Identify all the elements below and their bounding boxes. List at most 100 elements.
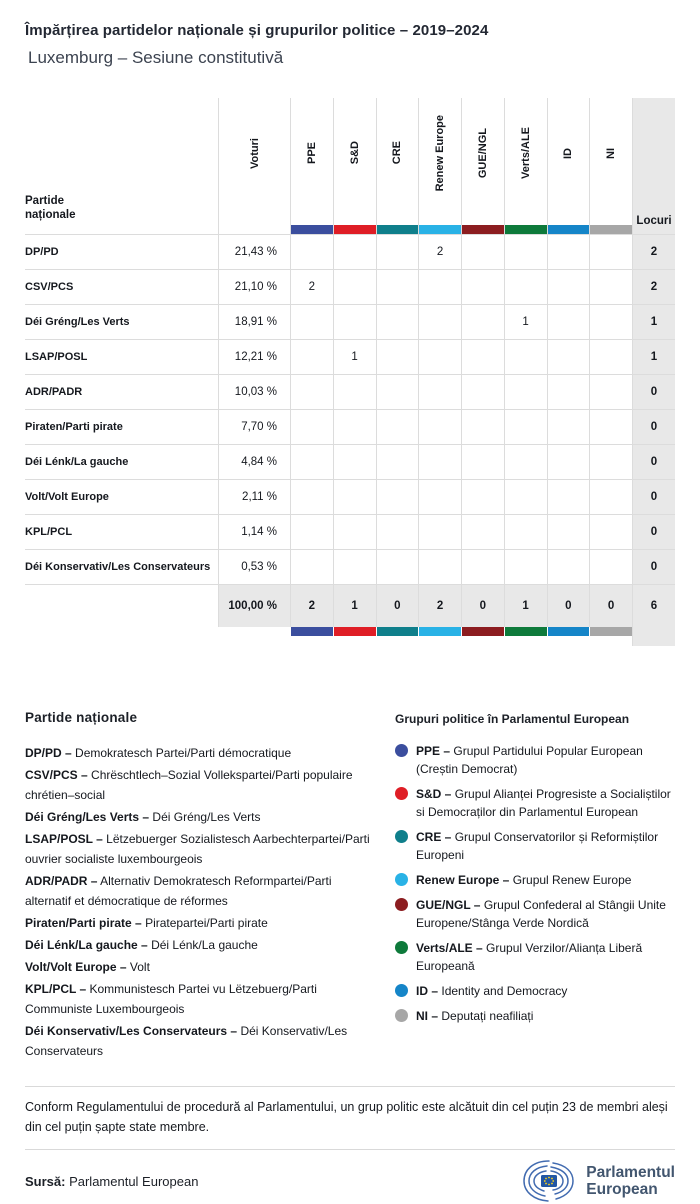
groups-legend-title: Grupuri politice în Parlamentul European (395, 712, 630, 726)
group-cell (375, 515, 419, 550)
table-bottom-bars (25, 627, 675, 646)
group-abbr: Verts/ALE – (416, 941, 483, 955)
group-cell (546, 305, 590, 340)
votes-cell: 18,91 % (218, 305, 290, 340)
groups-legend: Grupuri politice în Parlamentul European… (395, 710, 675, 1063)
group-cell (290, 305, 333, 340)
group-cell (418, 340, 461, 375)
group-cell (332, 445, 376, 480)
party-abbr: CSV/PCS – (25, 768, 88, 782)
table-row: Déi Konservativ/Les Conservateurs 0,53 %… (25, 550, 675, 585)
group-cell (418, 550, 461, 585)
party-full-name: Kommunistesch Partei vu Lëtzebuerg/Parti… (25, 982, 317, 1016)
party-full-name: Volt (129, 960, 150, 974)
seats-cell: 0 (632, 375, 675, 410)
party-legend-item: Volt/Volt Europe – Volt (25, 957, 375, 977)
table-row: CSV/PCS 21,10 % 2 2 (25, 270, 675, 305)
party-full-name: Déi Gréng/Les Verts (152, 810, 261, 824)
source-label: Sursă: (25, 1173, 66, 1189)
group-cell (418, 480, 461, 515)
total-votes-cell: 100,00 % (218, 585, 290, 627)
group-color-bar (333, 225, 376, 234)
total-group-cell: 0 (589, 585, 632, 627)
party-full-name: Demokratesch Partei/Parti démocratique (75, 746, 292, 760)
seats-cell: 2 (632, 235, 675, 270)
group-cell (546, 445, 590, 480)
party-abbr: Déi Lénk/La gauche – (25, 938, 148, 952)
group-legend-item: CRE – Grupul Conservatorilor și Reformiș… (395, 828, 675, 864)
column-header-id: ID (546, 98, 590, 234)
seats-cell: 0 (632, 445, 675, 480)
party-abbr: DP/PD – (25, 746, 72, 760)
votes-cell: 4,84 % (218, 445, 290, 480)
total-empty-cell (25, 585, 218, 627)
votes-cell: 12,21 % (218, 340, 290, 375)
group-cell (290, 235, 333, 270)
corner-label-line1: Partide (25, 195, 64, 207)
seats-cell: 0 (632, 550, 675, 585)
group-cell (461, 410, 504, 445)
votes-cell: 2,11 % (218, 480, 290, 515)
results-table: Partide naționale Voturi PPE S&D CRE Ren… (25, 98, 675, 646)
group-abbr: PPE – (416, 744, 451, 758)
seats-cell: 1 (632, 305, 675, 340)
party-full-name: Chrëschtlech–Sozial Vollekspartei/Parti … (25, 768, 353, 802)
party-legend-item: Déi Konservativ/Les Conservateurs – Déi … (25, 1021, 375, 1061)
source-value: Parlamentul European (65, 1173, 199, 1189)
column-header-ppe: PPE (290, 98, 333, 234)
group-cell (546, 515, 590, 550)
group-color-bar (462, 627, 504, 636)
votes-cell: 21,10 % (218, 270, 290, 305)
group-abbr: S&D – (416, 787, 452, 801)
party-name-cell: Piraten/Parti pirate (25, 410, 218, 445)
group-color-dot (395, 941, 408, 954)
group-cell (503, 235, 547, 270)
group-cell (332, 410, 376, 445)
total-group-cell: 0 (546, 585, 590, 627)
group-color-dot (395, 787, 408, 800)
group-cell (589, 305, 632, 340)
column-header-cre: CRE (375, 98, 419, 234)
group-cell (503, 410, 547, 445)
party-legend-item: DP/PD – Demokratesch Partei/Parti démocr… (25, 743, 375, 763)
group-cell (589, 270, 632, 305)
ep-logo: Parlamentul European (520, 1158, 675, 1204)
divider (25, 1086, 675, 1087)
group-abbr: CRE – (416, 830, 452, 844)
group-full-name: Grupul Renew Europe (512, 873, 632, 887)
group-cell (589, 235, 632, 270)
group-legend-item: Renew Europe – Grupul Renew Europe (395, 871, 675, 889)
table-total-row: 100,00 % 2 1 0 2 0 1 0 0 6 (25, 585, 675, 627)
group-cell (375, 375, 419, 410)
group-cell (332, 270, 376, 305)
votes-cell: 21,43 % (218, 235, 290, 270)
group-cell (546, 480, 590, 515)
group-cell (503, 445, 547, 480)
group-abbr: GUE/NGL – (416, 898, 481, 912)
group-legend-item: S&D – Grupul Alianței Progresiste a Soci… (395, 785, 675, 821)
group-color-bar (376, 627, 419, 636)
page: Împărțirea partidelor naționale și grupu… (25, 22, 675, 646)
group-color-bar (590, 225, 632, 234)
group-cell (546, 340, 590, 375)
group-cell (461, 235, 504, 270)
table-row: Volt/Volt Europe 2,11 % 0 (25, 480, 675, 515)
ep-logo-wordmark: Parlamentul European (586, 1164, 675, 1198)
group-cell (546, 410, 590, 445)
total-group-cell: 0 (461, 585, 504, 627)
group-abbr: ID – (416, 984, 439, 998)
group-cell (375, 410, 419, 445)
group-cell: 2 (290, 270, 333, 305)
group-full-name: Grupul Alianței Progresiste a Socialiști… (416, 787, 671, 819)
total-group-cell: 0 (375, 585, 419, 627)
group-color-dot (395, 830, 408, 843)
column-header-voturi: Voturi (218, 98, 290, 234)
party-name-cell: ADR/PADR (25, 375, 218, 410)
group-legend-item: GUE/NGL – Grupul Confederal al Stângii U… (395, 896, 675, 932)
group-color-bar (504, 627, 547, 636)
page-title: Împărțirea partidelor naționale și grupu… (25, 22, 489, 39)
ep-logo-mark (523, 1160, 575, 1202)
party-name-cell: LSAP/POSL (25, 340, 218, 375)
group-color-bar (333, 627, 376, 636)
group-cell (546, 375, 590, 410)
